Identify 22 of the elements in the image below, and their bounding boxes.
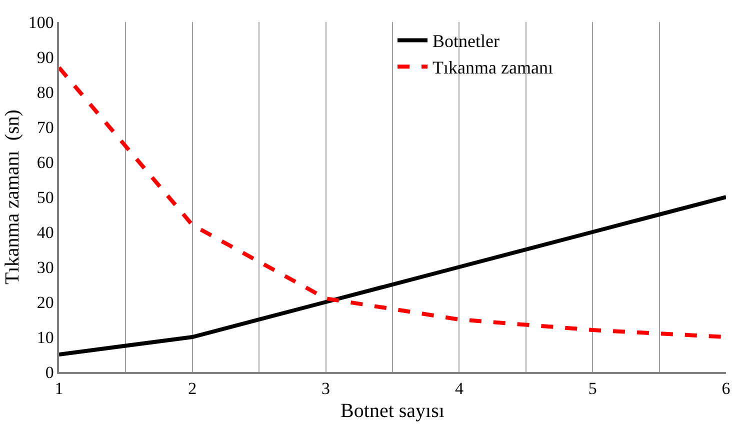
x-tick-label: 4 [454, 379, 464, 398]
x-tick-label: 5 [588, 379, 597, 398]
y-tick-label: 0 [45, 362, 54, 382]
y-tick-label: 70 [36, 118, 54, 137]
y-tick-label: 40 [36, 222, 54, 242]
y-tick-label: 30 [36, 258, 54, 277]
y-tick-label: 60 [36, 152, 54, 172]
legend-label: Botnetler [432, 31, 500, 52]
x-tick-label: 1 [54, 379, 64, 398]
line-series [59, 195, 726, 356]
x-tick-label: 6 [722, 379, 730, 398]
y-tick-label: 80 [36, 82, 54, 102]
x-axis-title: Botnet sayısı [340, 400, 445, 422]
x-tick-label: 2 [188, 379, 197, 398]
y-tick-label: 50 [36, 188, 54, 207]
y-tick-label: 10 [36, 328, 54, 347]
legend-label: Tıkanma zamanı [432, 58, 553, 78]
y-axis-title: Tıkanma zamanı (sn) [1, 110, 24, 284]
y-tick-label: 100 [28, 12, 54, 32]
y-tick-label: 20 [36, 292, 54, 312]
x-tick-label: 3 [322, 379, 330, 398]
y-tick-label: 90 [36, 48, 54, 67]
